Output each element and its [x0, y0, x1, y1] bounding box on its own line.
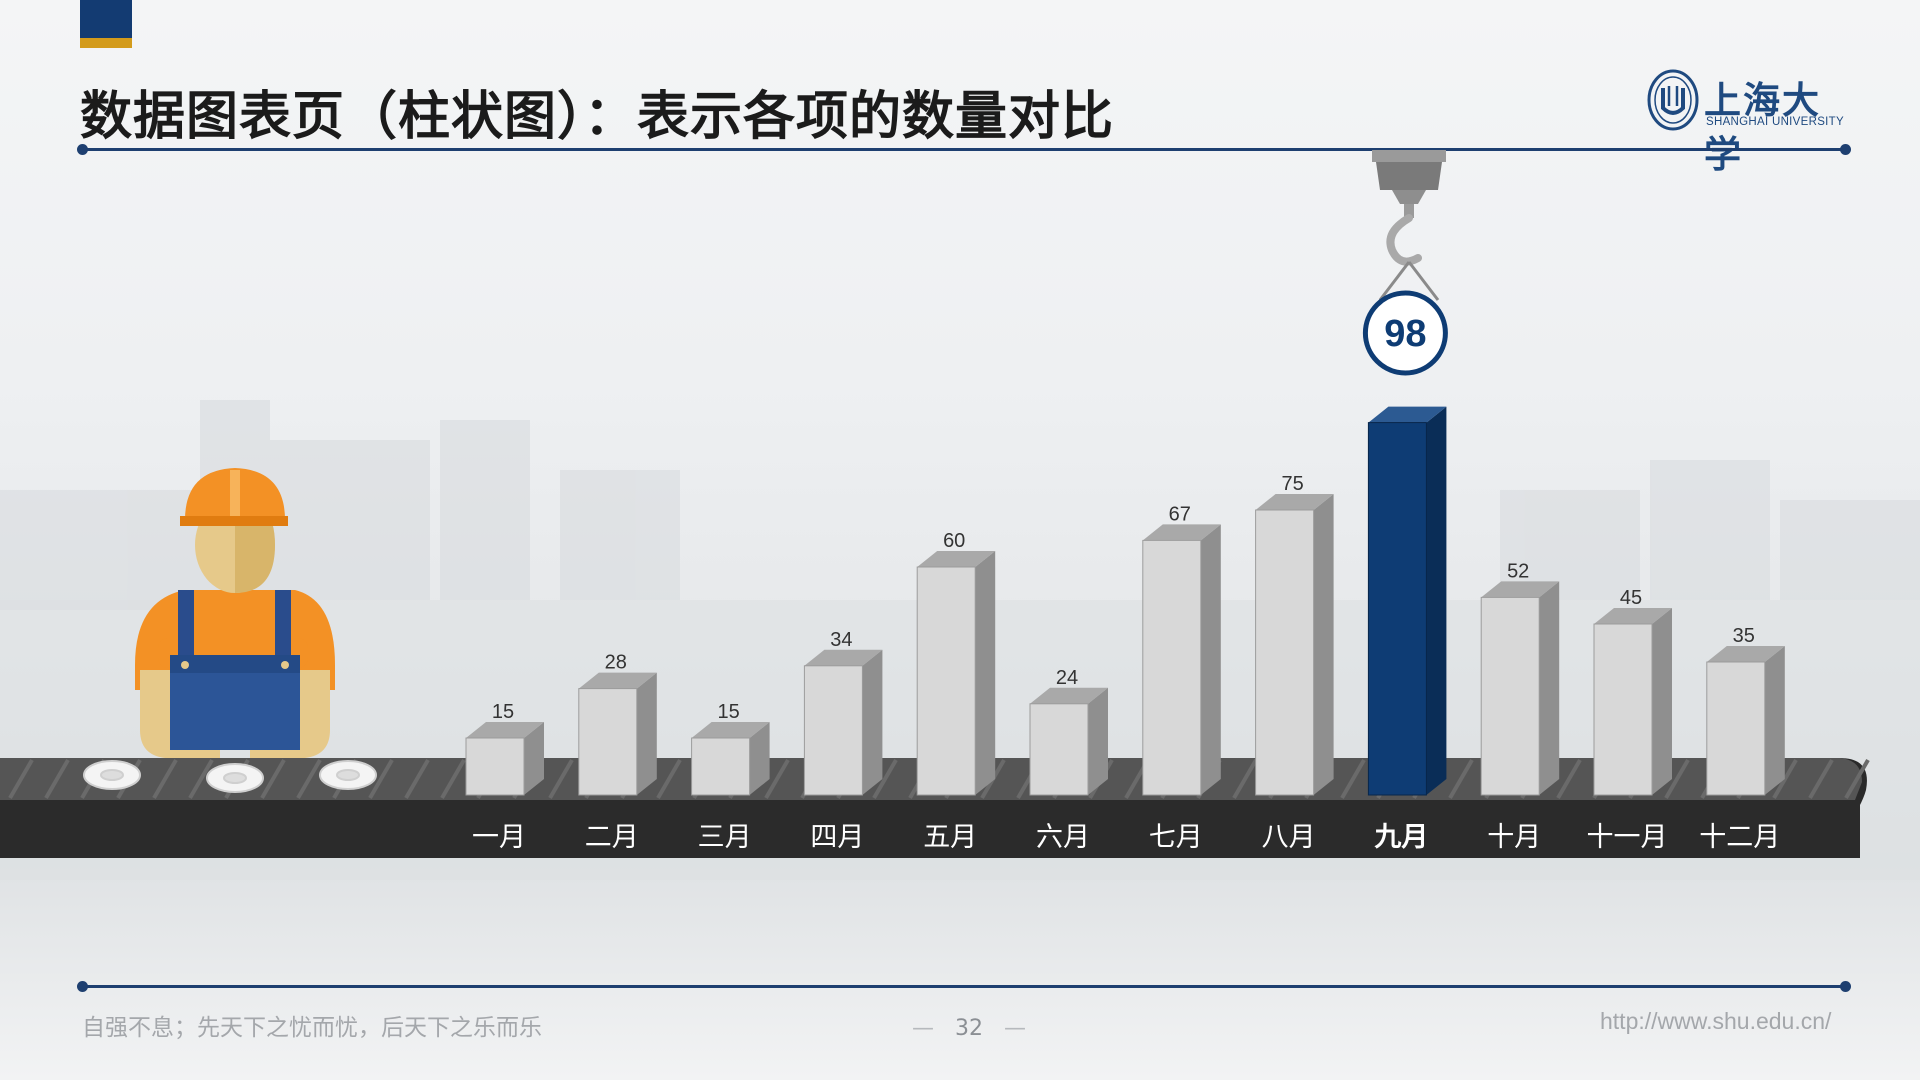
- bar: [916, 551, 996, 796]
- bar: [1255, 494, 1334, 796]
- bar: [1706, 646, 1785, 796]
- x-tick-label: 七月: [1149, 822, 1203, 853]
- bar: [465, 722, 544, 796]
- page-number-value: 32: [954, 1016, 983, 1041]
- footer-url: http://www.shu.edu.cn/: [1600, 1008, 1832, 1034]
- x-tick-label: 五月: [923, 822, 977, 853]
- x-tick-label: 八月: [1262, 822, 1316, 853]
- logo-name-cn: 上海大学: [1704, 78, 1821, 176]
- data-label: 75: [1281, 473, 1303, 495]
- data-label: 60: [943, 530, 965, 552]
- x-tick-label: 四月: [810, 822, 864, 853]
- bar: [803, 649, 883, 796]
- x-tick-label: 十月: [1487, 822, 1541, 853]
- data-label: 28: [605, 652, 627, 674]
- data-label: 15: [717, 701, 739, 723]
- x-tick-label: 十一月: [1587, 822, 1668, 853]
- data-label: 24: [1056, 667, 1078, 689]
- data-label: 45: [1620, 587, 1642, 609]
- top-accent-block: [80, 0, 132, 48]
- bar: [1029, 687, 1108, 796]
- bar: [578, 672, 657, 796]
- x-tick-label: 三月: [698, 822, 752, 853]
- x-tick-label: 九月: [1374, 822, 1428, 853]
- bar: [691, 722, 770, 796]
- page-number: — 32 —: [912, 1016, 1026, 1041]
- worker-illustration: [135, 468, 335, 758]
- header-divider: [77, 144, 1851, 155]
- gear-icon: [83, 760, 141, 790]
- page-title: 数据图表页（柱状图）：表示各项的数量对比: [80, 87, 1115, 147]
- highlight-value: 98: [1384, 313, 1426, 355]
- gear-icon: [319, 760, 377, 790]
- x-tick-label: 一月: [472, 822, 526, 853]
- university-logo: 上海大学 SHANGHAI UNIVERSITY: [1646, 68, 1846, 176]
- footer-motto: 自强不息；先天下之忧而忧，后天下之乐而乐: [82, 1015, 542, 1041]
- highlight-badge: 98: [1362, 290, 1448, 376]
- data-label: 67: [1169, 503, 1191, 525]
- x-tick-label: 二月: [585, 822, 639, 853]
- x-tick-label: 六月: [1036, 822, 1090, 853]
- data-label: 34: [830, 629, 852, 651]
- data-label: 52: [1507, 560, 1529, 582]
- gear-icons: [83, 760, 377, 793]
- bar: [1593, 608, 1672, 796]
- crane-hook-icon: [1372, 150, 1446, 301]
- accent-navy-bar: [80, 0, 132, 38]
- bar: [1367, 406, 1447, 796]
- bar: [1142, 524, 1221, 796]
- data-label: 35: [1733, 625, 1755, 647]
- accent-gold-bar: [80, 38, 132, 48]
- bar: [1480, 581, 1560, 796]
- footer-divider: [77, 981, 1851, 992]
- data-label: 15: [492, 701, 514, 723]
- logo-name-en: SHANGHAI UNIVERSITY: [1706, 116, 1844, 128]
- gear-icon: [206, 763, 264, 793]
- university-seal-icon: [1647, 69, 1699, 131]
- x-tick-label: 十二月: [1699, 822, 1780, 853]
